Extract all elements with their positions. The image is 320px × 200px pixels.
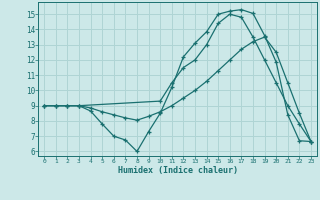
X-axis label: Humidex (Indice chaleur): Humidex (Indice chaleur) [118,166,238,175]
